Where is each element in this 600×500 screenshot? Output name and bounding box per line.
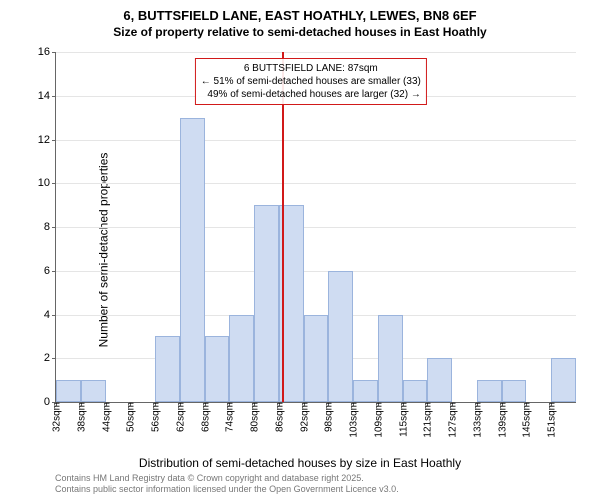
x-axis-label: Distribution of semi-detached houses by … xyxy=(0,456,600,470)
x-tick-label: 68sqm xyxy=(198,402,211,432)
x-tick-label: 121sqm xyxy=(421,402,434,438)
histogram-bar xyxy=(403,380,428,402)
x-tick-label: 103sqm xyxy=(347,402,360,438)
x-tick-label: 115sqm xyxy=(396,402,409,437)
histogram-bar xyxy=(353,380,378,402)
chart-subtitle: Size of property relative to semi-detach… xyxy=(0,25,600,43)
grid-line xyxy=(56,183,576,184)
annotation-line: 6 BUTTSFIELD LANE: 87sqm xyxy=(201,62,421,75)
histogram-bar xyxy=(551,358,576,402)
chart-container: 6, BUTTSFIELD LANE, EAST HOATHLY, LEWES,… xyxy=(0,0,600,500)
y-tick xyxy=(52,52,56,53)
x-tick-label: 92sqm xyxy=(297,402,310,432)
x-tick-label: 74sqm xyxy=(223,402,236,432)
x-tick-label: 32sqm xyxy=(50,402,63,432)
x-tick-label: 151sqm xyxy=(545,402,558,438)
histogram-bar xyxy=(304,315,329,403)
annotation-line: ← 51% of semi-detached houses are smalle… xyxy=(201,75,421,88)
histogram-bar xyxy=(205,336,230,402)
histogram-bar xyxy=(328,271,353,402)
histogram-bar xyxy=(229,315,254,403)
plot-area: 024681012141632sqm38sqm44sqm50sqm56sqm62… xyxy=(55,52,576,403)
x-tick-label: 56sqm xyxy=(149,402,162,432)
y-tick xyxy=(52,183,56,184)
x-tick-label: 109sqm xyxy=(371,402,384,438)
x-tick-label: 50sqm xyxy=(124,402,137,432)
x-tick-label: 98sqm xyxy=(322,402,335,432)
chart-title: 6, BUTTSFIELD LANE, EAST HOATHLY, LEWES,… xyxy=(0,0,600,25)
histogram-bar xyxy=(477,380,502,402)
x-tick-label: 139sqm xyxy=(495,402,508,438)
y-tick xyxy=(52,271,56,272)
grid-line xyxy=(56,140,576,141)
x-tick-label: 44sqm xyxy=(99,402,112,432)
y-tick xyxy=(52,96,56,97)
y-tick xyxy=(52,227,56,228)
x-tick-label: 86sqm xyxy=(272,402,285,432)
annotation-box: 6 BUTTSFIELD LANE: 87sqm← 51% of semi-de… xyxy=(195,58,427,105)
annotation-line: 49% of semi-detached houses are larger (… xyxy=(201,88,421,101)
x-tick-label: 145sqm xyxy=(520,402,533,438)
histogram-bar xyxy=(155,336,180,402)
y-tick xyxy=(52,358,56,359)
x-tick-label: 38sqm xyxy=(74,402,87,432)
histogram-bar xyxy=(180,118,205,402)
histogram-bar xyxy=(502,380,527,402)
grid-line xyxy=(56,227,576,228)
attribution: Contains HM Land Registry data © Crown c… xyxy=(55,473,399,496)
histogram-bar xyxy=(254,205,279,402)
x-tick-label: 62sqm xyxy=(173,402,186,432)
x-tick-label: 127sqm xyxy=(446,402,459,438)
x-tick-label: 80sqm xyxy=(248,402,261,432)
grid-line xyxy=(56,52,576,53)
histogram-bar xyxy=(427,358,452,402)
histogram-bar xyxy=(56,380,81,402)
attribution-line-1: Contains HM Land Registry data © Crown c… xyxy=(55,473,399,485)
attribution-line-2: Contains public sector information licen… xyxy=(55,484,399,496)
histogram-bar xyxy=(378,315,403,403)
y-tick xyxy=(52,315,56,316)
histogram-bar xyxy=(81,380,106,402)
y-tick xyxy=(52,140,56,141)
grid-line xyxy=(56,271,576,272)
x-tick-label: 133sqm xyxy=(470,402,483,438)
